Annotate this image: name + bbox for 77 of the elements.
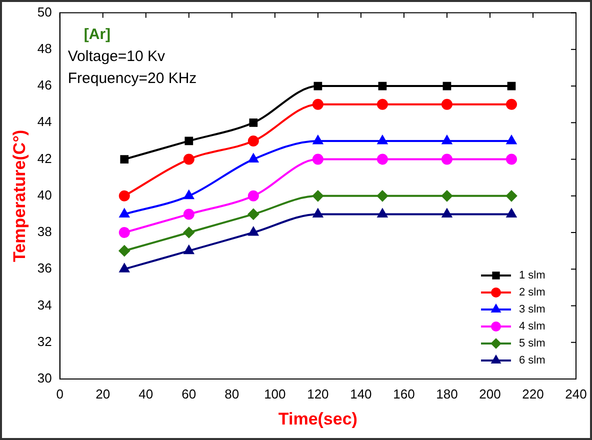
legend-label: 3 slm bbox=[519, 304, 546, 316]
point bbox=[119, 264, 130, 272]
y-tick-label: 38 bbox=[37, 224, 52, 240]
point bbox=[312, 98, 324, 110]
point bbox=[507, 82, 516, 90]
legend-label: 5 slm bbox=[519, 338, 546, 350]
point bbox=[183, 154, 194, 165]
point bbox=[248, 190, 259, 202]
point bbox=[314, 82, 322, 90]
point bbox=[248, 227, 258, 236]
point bbox=[313, 208, 323, 218]
y-tick-label: 44 bbox=[37, 114, 52, 130]
point bbox=[441, 190, 452, 202]
point bbox=[312, 154, 324, 165]
y-axis-title: Temperature(C°) bbox=[10, 130, 29, 262]
point bbox=[378, 135, 388, 144]
point bbox=[378, 208, 388, 218]
point bbox=[376, 190, 388, 202]
x-tick-label: 100 bbox=[264, 386, 286, 402]
legend-label: 1 slm bbox=[519, 270, 546, 282]
x-tick-label: 140 bbox=[350, 386, 372, 402]
legend-label: 6 slm bbox=[519, 354, 546, 367]
x-tick-label: 40 bbox=[138, 386, 154, 402]
legend-label: 2 slm bbox=[519, 286, 546, 299]
y-tick-label: 30 bbox=[37, 370, 52, 386]
point bbox=[376, 98, 388, 110]
x-tick-label: 240 bbox=[565, 386, 587, 402]
point bbox=[506, 154, 517, 165]
x-tick-label: 0 bbox=[56, 386, 64, 402]
point bbox=[248, 154, 258, 163]
point bbox=[442, 135, 452, 144]
point bbox=[118, 190, 130, 202]
point bbox=[249, 118, 258, 127]
point bbox=[118, 227, 130, 238]
point bbox=[183, 208, 194, 220]
y-tick-label: 50 bbox=[37, 4, 52, 20]
y-tick-label: 42 bbox=[37, 150, 52, 166]
point bbox=[442, 82, 452, 90]
point bbox=[248, 208, 259, 220]
point bbox=[506, 208, 516, 218]
point bbox=[312, 190, 324, 202]
y-tick-label: 34 bbox=[37, 297, 52, 312]
point bbox=[248, 135, 259, 146]
point bbox=[506, 135, 516, 144]
y-tick-label: 46 bbox=[37, 78, 52, 93]
x-tick-label: 220 bbox=[522, 386, 544, 402]
x-tick-label: 80 bbox=[224, 386, 240, 402]
x-tick-label: 20 bbox=[96, 386, 110, 402]
point bbox=[506, 190, 517, 202]
y-tick-label: 48 bbox=[37, 41, 52, 56]
x-tick-label: 180 bbox=[436, 386, 458, 402]
annotation: Voltage=10 Kv bbox=[68, 48, 166, 65]
point bbox=[313, 135, 323, 144]
x-tick-label: 120 bbox=[307, 386, 329, 402]
legend-label: 4 slm bbox=[519, 320, 546, 333]
point bbox=[184, 190, 194, 200]
y-tick-label: 36 bbox=[37, 260, 52, 276]
point bbox=[184, 245, 194, 254]
point bbox=[119, 208, 130, 218]
point bbox=[184, 136, 194, 146]
y-tick-label: 32 bbox=[37, 334, 52, 349]
point bbox=[506, 98, 517, 110]
point bbox=[441, 154, 452, 165]
x-tick-label: 200 bbox=[479, 386, 501, 402]
point bbox=[120, 155, 129, 164]
x-tick-label: 160 bbox=[393, 386, 415, 402]
point bbox=[118, 245, 130, 256]
point bbox=[376, 154, 388, 165]
point bbox=[378, 82, 387, 90]
point bbox=[183, 227, 194, 238]
x-axis-title: Time(sec) bbox=[278, 409, 358, 428]
x-tick-label: 60 bbox=[182, 386, 196, 402]
annotation: Frequency=20 KHz bbox=[68, 70, 197, 87]
y-tick-label: 40 bbox=[37, 187, 52, 202]
point bbox=[442, 208, 452, 218]
annotation: [Ar] bbox=[84, 26, 111, 43]
point bbox=[441, 98, 452, 110]
